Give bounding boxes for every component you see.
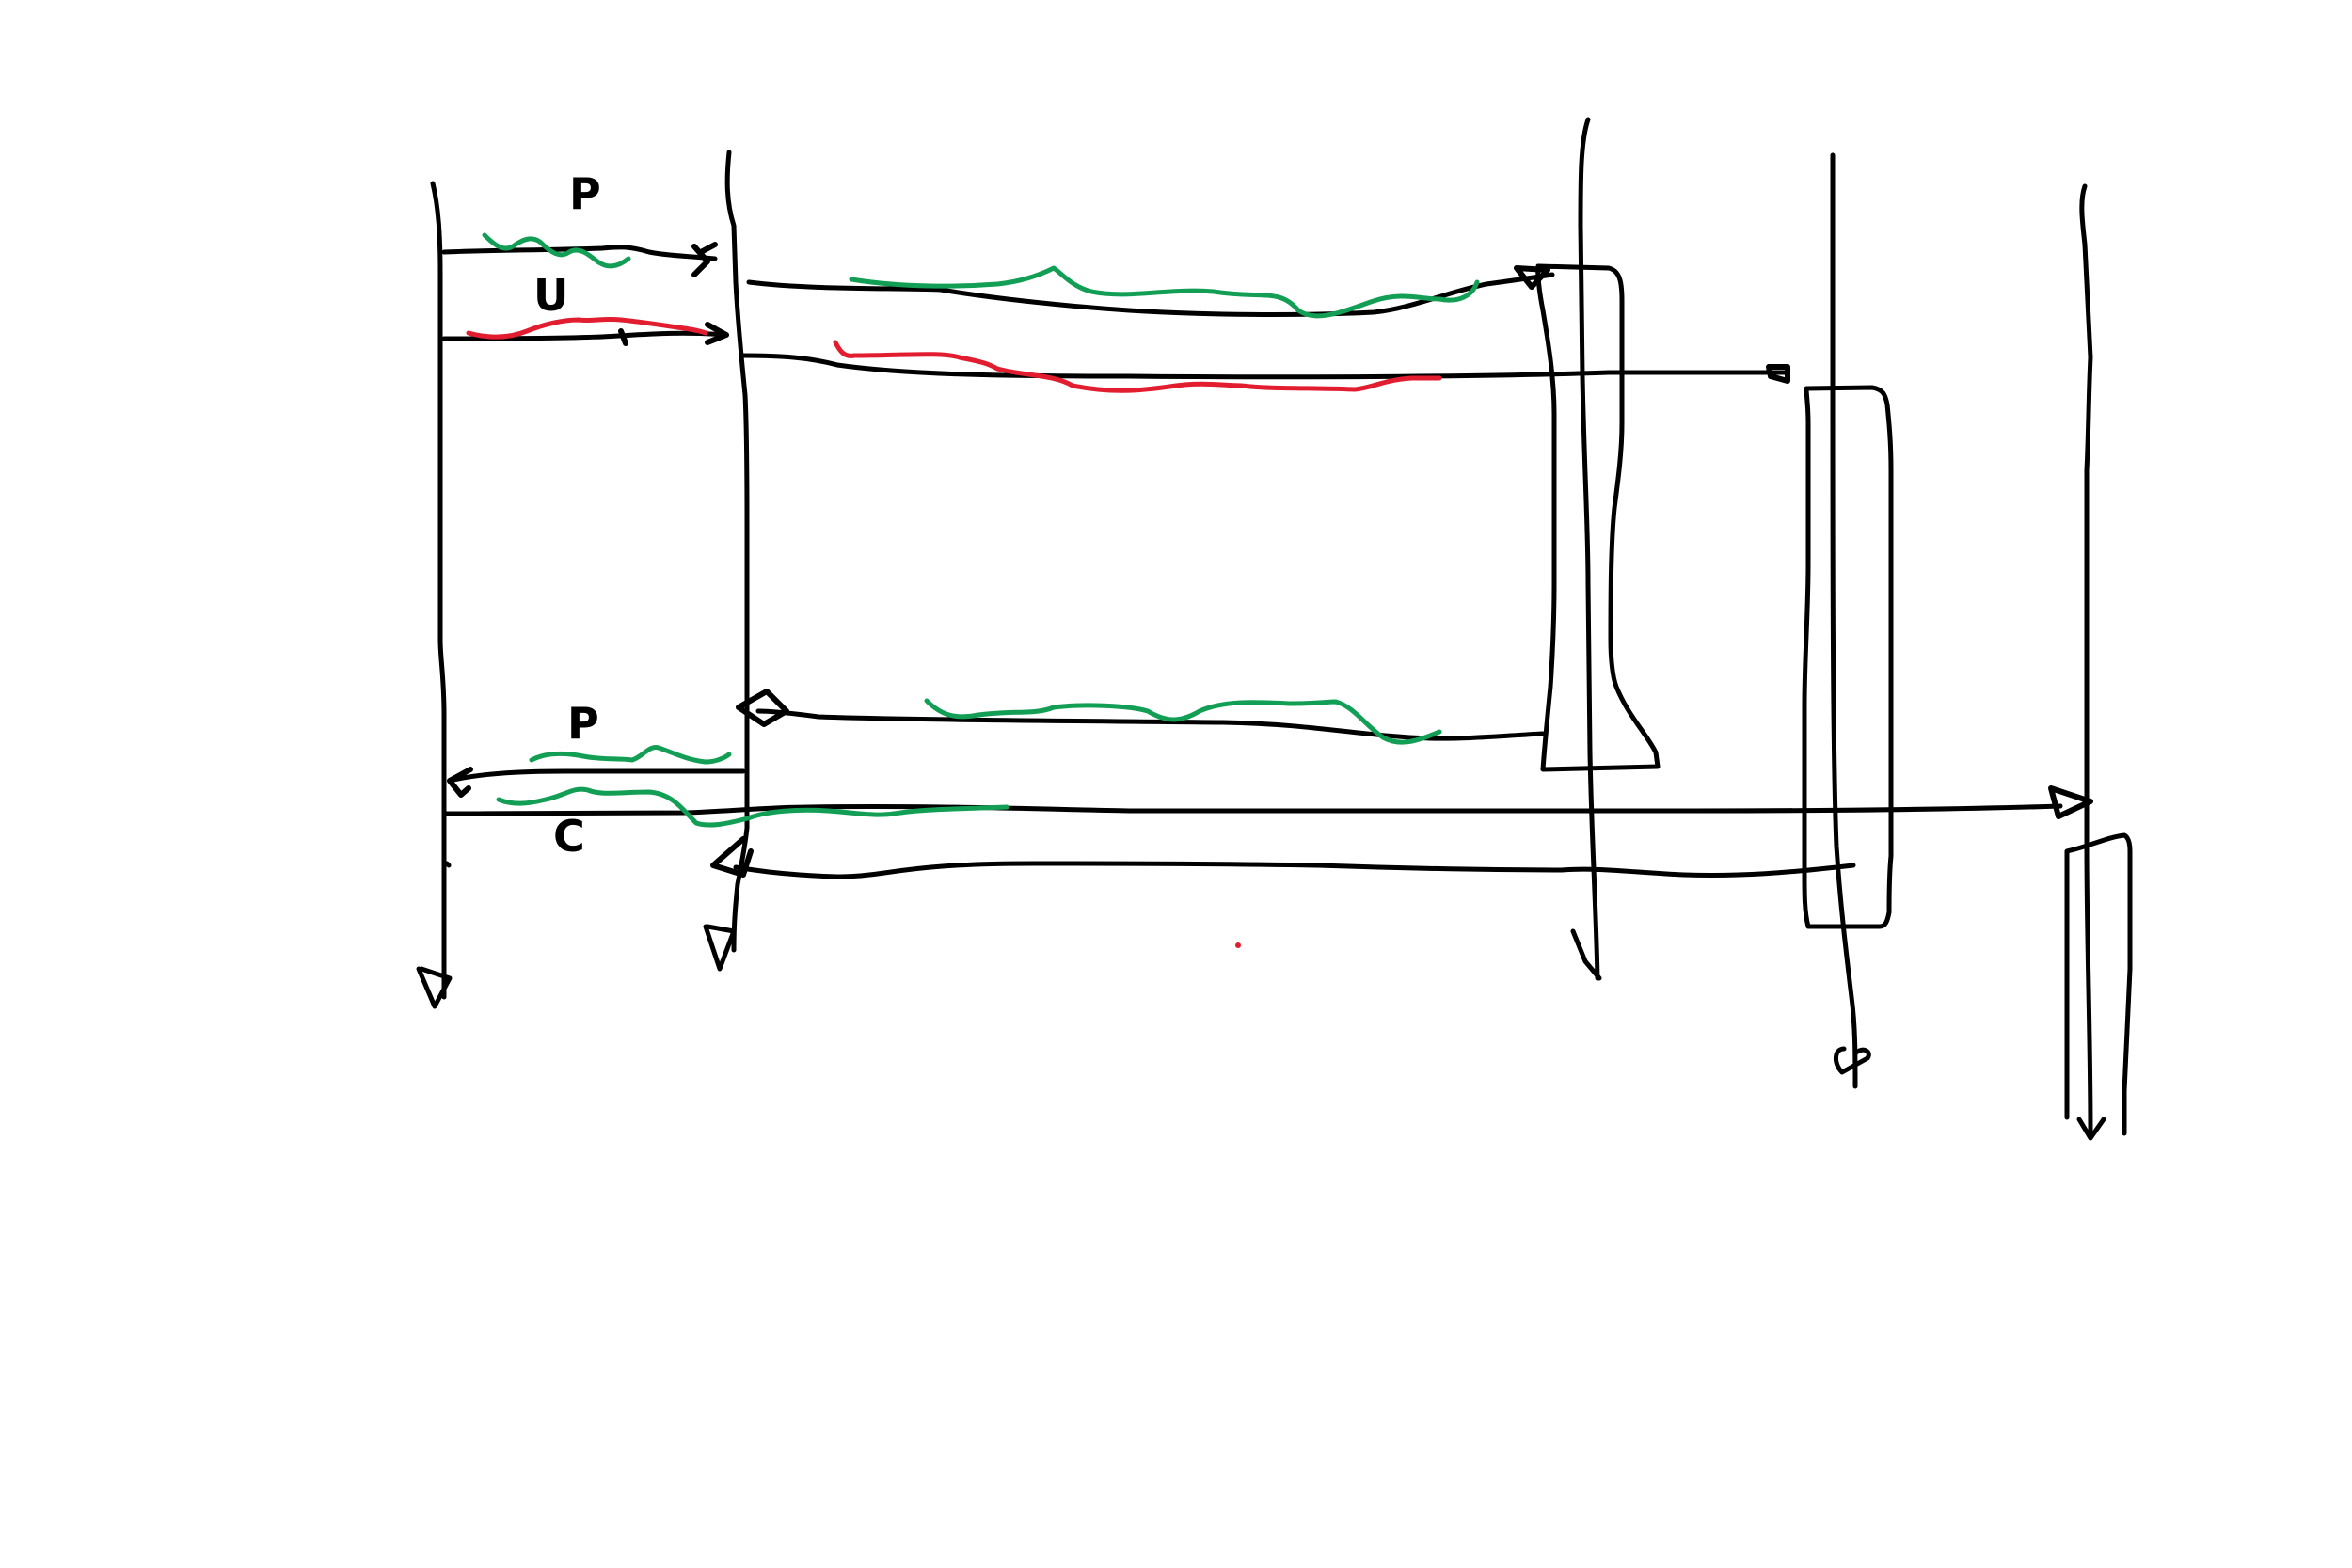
green-highlight-3: [924, 698, 1442, 745]
lifeline-1: [416, 181, 453, 1009]
stray-tick: [444, 861, 452, 868]
message-2-arrowhead: [618, 322, 729, 346]
label-top-letter: P: [569, 168, 601, 219]
lifeline-2: [703, 150, 750, 972]
activation-box-lifeline-4: [1802, 385, 1894, 929]
message-7-c: [441, 785, 2093, 819]
label-bottom-letter: C: [553, 811, 585, 862]
message-3-arrowhead: [1514, 265, 1550, 290]
message-6-arrowhead: [447, 767, 473, 798]
lifeline-5: [2076, 183, 2106, 1141]
message-8-arrowhead: [710, 836, 754, 878]
activation-box-lifeline-3: [1535, 263, 1661, 772]
message-6-p: [447, 767, 746, 798]
message-8-return: [710, 836, 1856, 879]
green-highlight-1: [482, 232, 631, 269]
message-5-arrowhead: [736, 689, 789, 727]
message-7-arrowhead: [2048, 785, 2093, 819]
lifeline-3-arrowhead: [1570, 928, 1602, 981]
message-5-return: [736, 689, 1546, 741]
red-highlight-2: [833, 340, 1442, 393]
message-1-p: [441, 242, 718, 277]
message-4: [739, 353, 1790, 384]
green-highlight-2: [849, 265, 1480, 319]
lifeline-2-arrowhead: [703, 924, 737, 972]
activation-box-lifeline-5: [2064, 832, 2133, 1136]
lifeline-3: [1570, 117, 1602, 981]
label-second-letter: U: [533, 270, 568, 321]
red-dot: [1235, 942, 1241, 948]
message-4-arrowhead: [1766, 364, 1790, 384]
label-return-letter: P: [567, 698, 599, 749]
lifeline-4: [1830, 152, 1871, 1089]
red-highlight-1: [466, 316, 708, 340]
lifeline-4-arrowhead: [1834, 1046, 1871, 1075]
green-highlight-4: [529, 745, 732, 765]
message-1-arrowhead: [691, 242, 718, 277]
lifeline-5-arrowhead: [2076, 1117, 2106, 1141]
green-highlight-5: [496, 786, 1009, 828]
lifeline-1-arrowhead: [416, 966, 453, 1009]
